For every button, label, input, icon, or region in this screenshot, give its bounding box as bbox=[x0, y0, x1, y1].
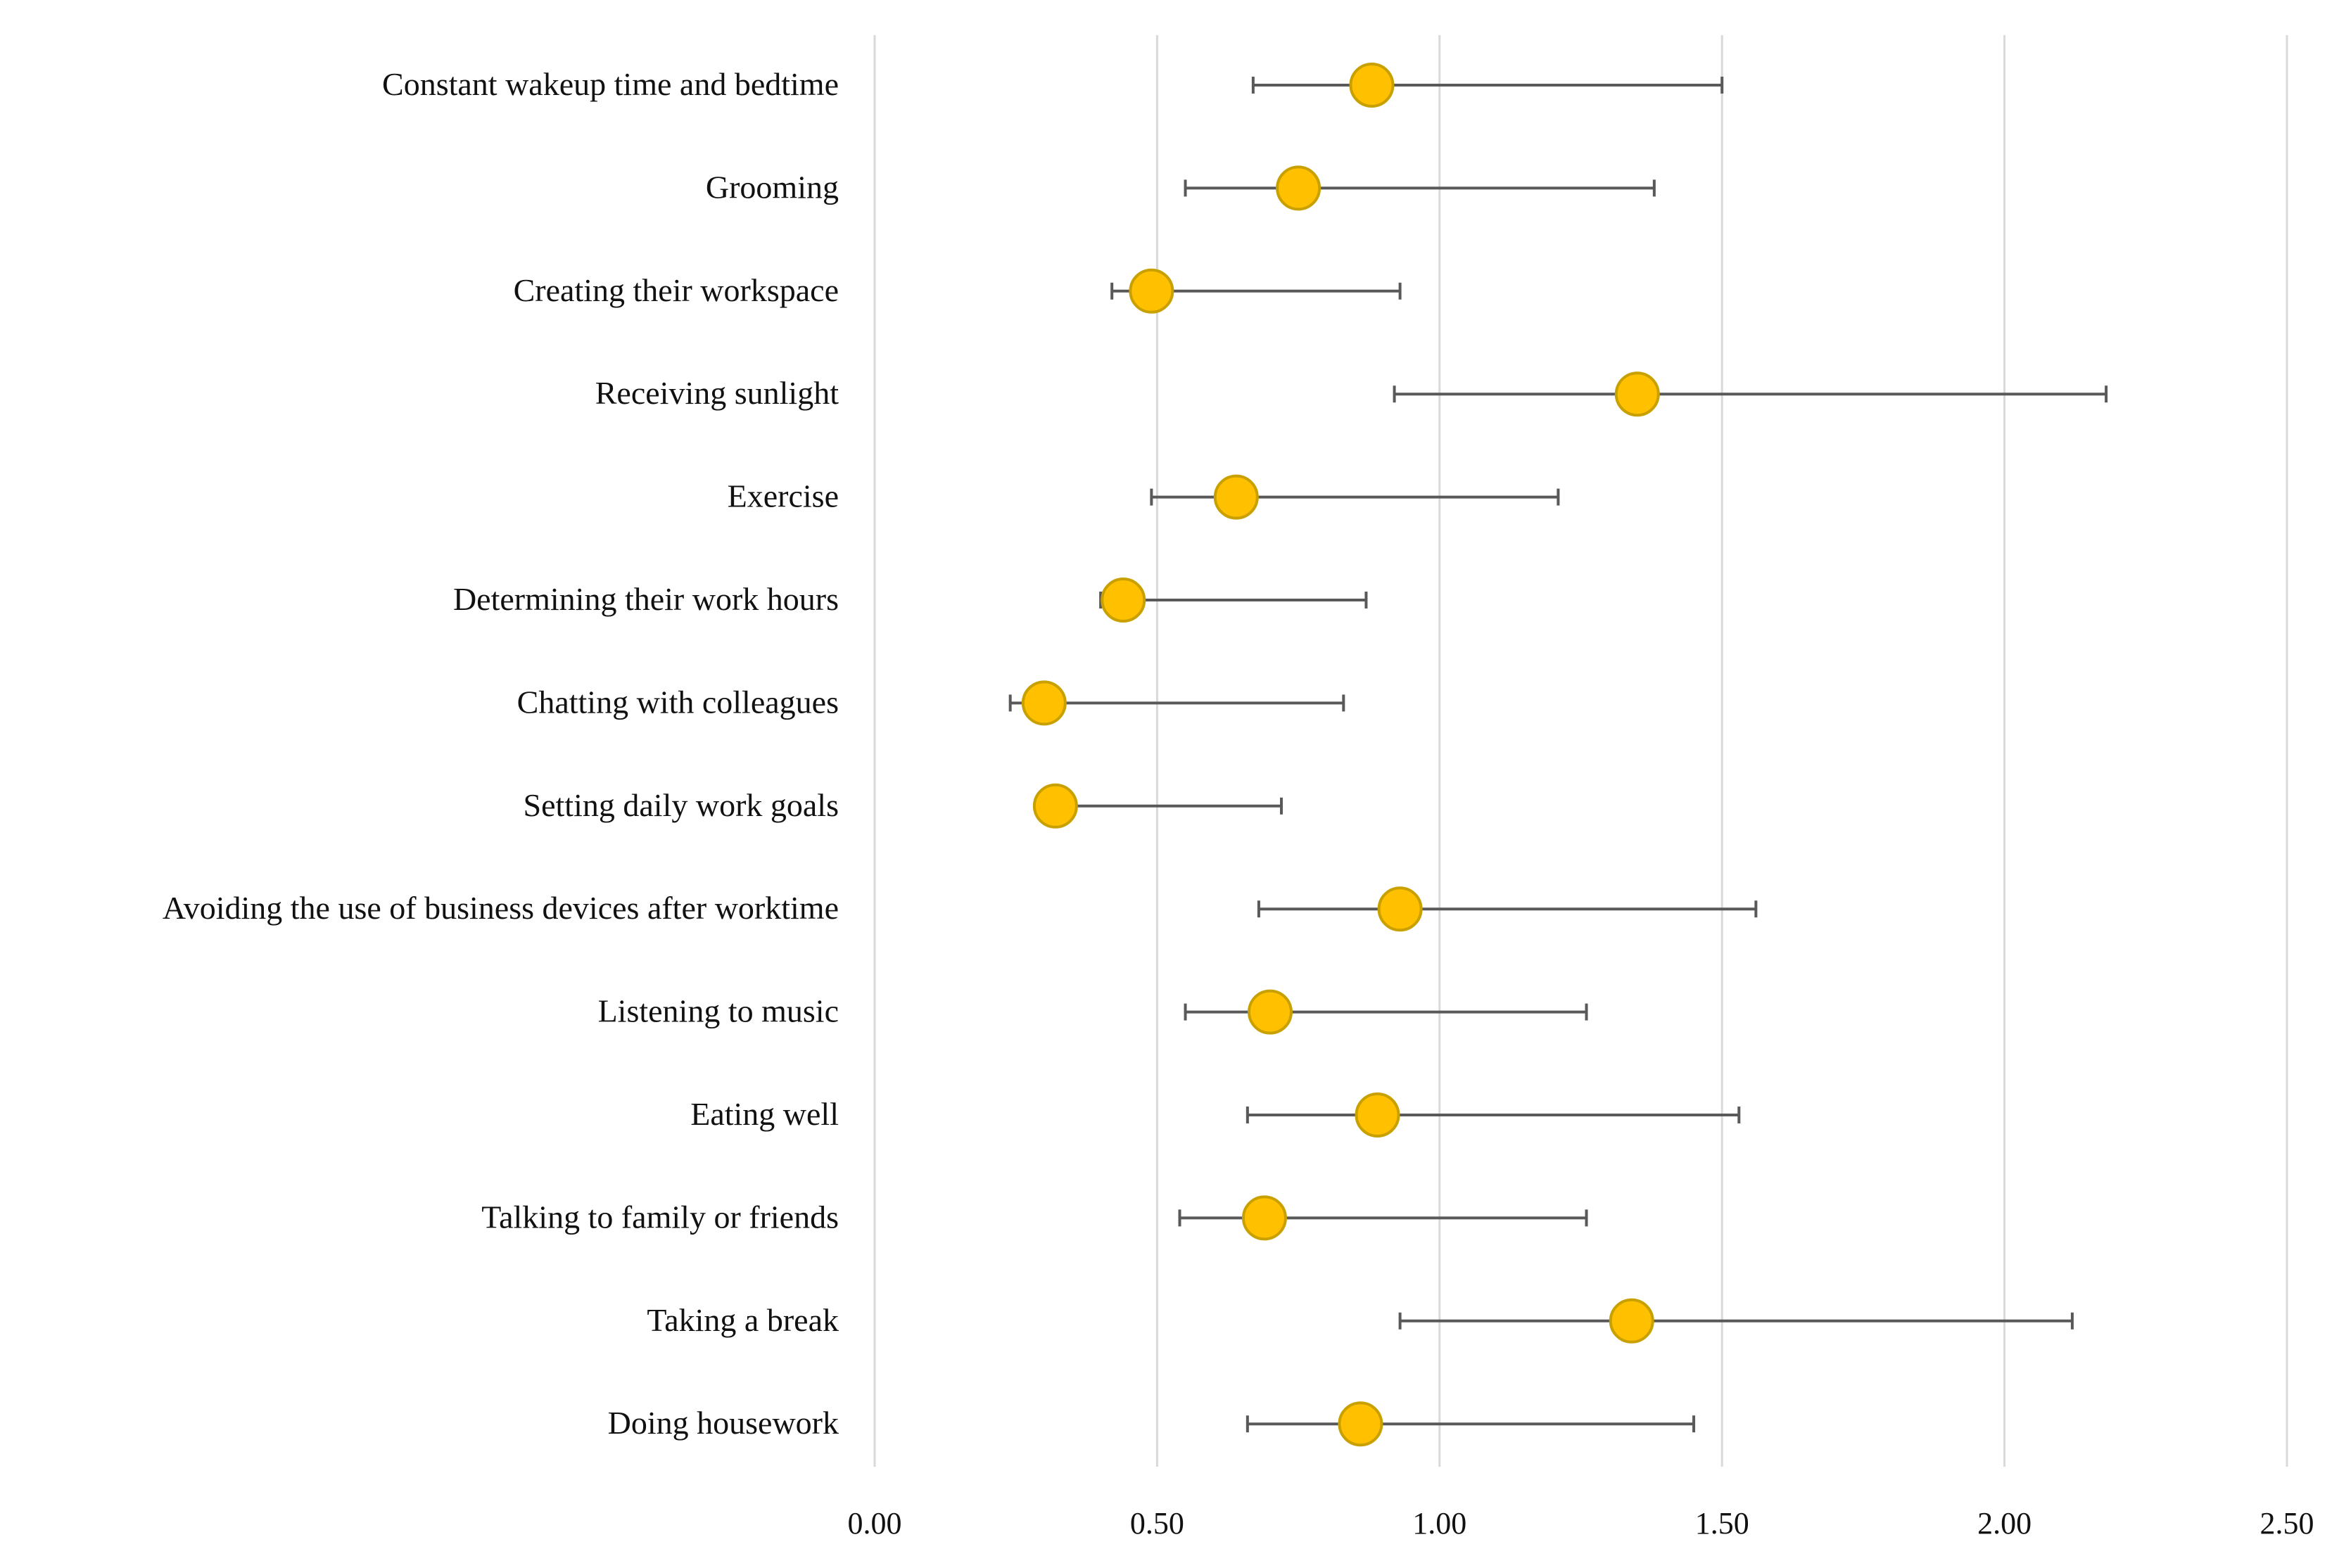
error-bar bbox=[1245, 1415, 1696, 1433]
x-axis-tick-labels: 0.00 0.50 1.00 1.50 2.00 2.50 bbox=[848, 1506, 2314, 1541]
data-point bbox=[1377, 886, 1423, 932]
data-point bbox=[1032, 783, 1078, 829]
data-point bbox=[1241, 1195, 1287, 1241]
x-tick-label: 2.50 bbox=[2260, 1506, 2314, 1541]
error-bar bbox=[1150, 488, 1560, 506]
data-point bbox=[1129, 268, 1174, 314]
data-point bbox=[1276, 165, 1321, 211]
data-point bbox=[1213, 474, 1259, 520]
data-point bbox=[1247, 989, 1293, 1035]
data-point bbox=[1101, 578, 1146, 623]
x-tick-label: 0.50 bbox=[1130, 1506, 1184, 1541]
category-label: Doing housework bbox=[608, 1405, 839, 1441]
error-bar bbox=[1398, 1312, 2074, 1330]
category-label: Constant wakeup time and bedtime bbox=[382, 66, 839, 102]
error-bar bbox=[1251, 77, 1724, 94]
error-bar bbox=[1245, 1107, 1741, 1123]
x-tick-label: 0.00 bbox=[848, 1506, 902, 1541]
x-tick-label: 1.00 bbox=[1412, 1506, 1466, 1541]
data-point bbox=[1609, 1298, 1654, 1344]
data-point bbox=[1614, 371, 1660, 417]
category-label: Grooming bbox=[706, 169, 839, 205]
error-bar bbox=[1393, 385, 2108, 403]
x-tick-label: 2.00 bbox=[1977, 1506, 2031, 1541]
error-bar bbox=[1184, 179, 1656, 197]
data-point bbox=[1338, 1401, 1383, 1447]
data-points bbox=[1021, 63, 1660, 1447]
category-label: Avoiding the use of business devices aft… bbox=[163, 890, 839, 926]
category-label: Eating well bbox=[690, 1096, 839, 1132]
data-point bbox=[1355, 1092, 1400, 1137]
category-label: Listening to music bbox=[598, 993, 839, 1029]
category-label: Receiving sunlight bbox=[595, 375, 839, 411]
category-label: Determining their work hours bbox=[453, 581, 839, 617]
error-bar bbox=[1184, 1003, 1588, 1021]
data-point bbox=[1021, 680, 1067, 726]
category-labels: Constant wakeup time and bedtime Grooming… bbox=[163, 66, 839, 1441]
category-label: Chatting with colleagues bbox=[517, 684, 839, 720]
error-bar bbox=[1042, 797, 1283, 815]
category-label: Creating their workspace bbox=[514, 272, 839, 308]
error-bar bbox=[1257, 900, 1758, 918]
gridlines bbox=[873, 35, 2288, 1467]
category-label: Taking a break bbox=[647, 1302, 839, 1338]
category-label: Setting daily work goals bbox=[524, 787, 839, 823]
data-point bbox=[1349, 63, 1395, 108]
error-bars bbox=[1008, 77, 2108, 1433]
category-label: Exercise bbox=[728, 478, 839, 514]
error-bar bbox=[1178, 1209, 1588, 1227]
x-tick-label: 1.50 bbox=[1695, 1506, 1749, 1541]
category-label: Talking to family or friends bbox=[481, 1199, 839, 1235]
